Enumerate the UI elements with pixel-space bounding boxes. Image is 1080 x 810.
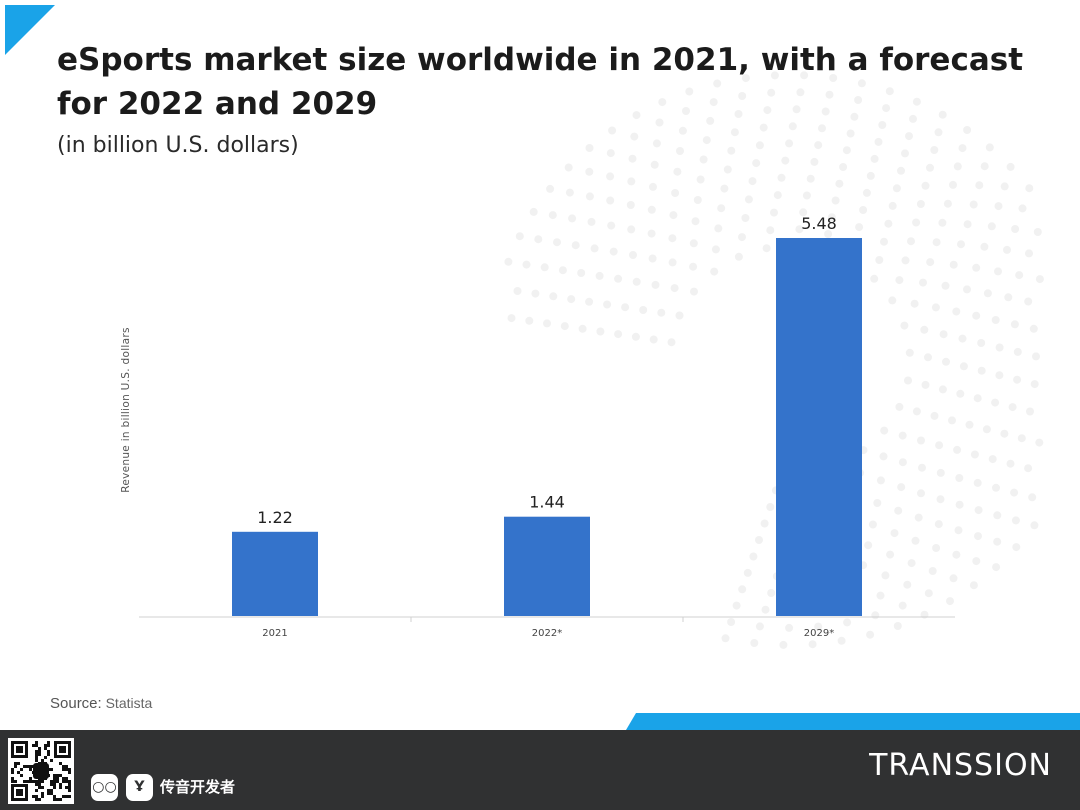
- x-tick-label-2: 2029*: [804, 628, 834, 639]
- chart-title: eSports market size worldwide in 2021, w…: [57, 42, 1024, 122]
- chart-subtitle: (in billion U.S. dollars): [57, 133, 299, 158]
- source-label: Source:: [50, 695, 102, 712]
- bar-0: [232, 531, 318, 616]
- x-tick-label-1: 2022*: [532, 628, 562, 639]
- bar-value-label-0: 1.22: [257, 508, 293, 527]
- bar-2: [776, 238, 862, 616]
- accent-stripe: [626, 713, 1080, 730]
- bar-1: [504, 516, 590, 616]
- source-value: Statista: [105, 695, 153, 711]
- bar-value-label-1: 1.44: [529, 493, 565, 512]
- wechat-icon[interactable]: ○○: [91, 774, 118, 801]
- y-axis-label: Revenue in billion U.S. dollars: [120, 327, 132, 493]
- brand-chinese-name: 传音开发者: [160, 778, 236, 796]
- bar-value-label-2: 5.48: [801, 214, 837, 233]
- corner-accent-triangle: [5, 5, 55, 55]
- footer-bar: ○○ Ұ 传音开发者 TRANSSION: [0, 730, 1080, 810]
- brand-logo: TRANSSION: [869, 748, 1052, 783]
- x-tick-label-0: 2021: [262, 628, 287, 639]
- background-dot-pattern: [504, 71, 1044, 649]
- chart: Revenue in billion U.S. dollars 1.22 2021…: [120, 71, 1044, 649]
- source-note: Source: Statista: [50, 695, 152, 712]
- bars-group: 1.22 2021 1.44 2022* 5.48 2029*: [232, 214, 862, 639]
- weibo-icon[interactable]: Ұ: [126, 774, 153, 801]
- qr-code[interactable]: [8, 738, 74, 804]
